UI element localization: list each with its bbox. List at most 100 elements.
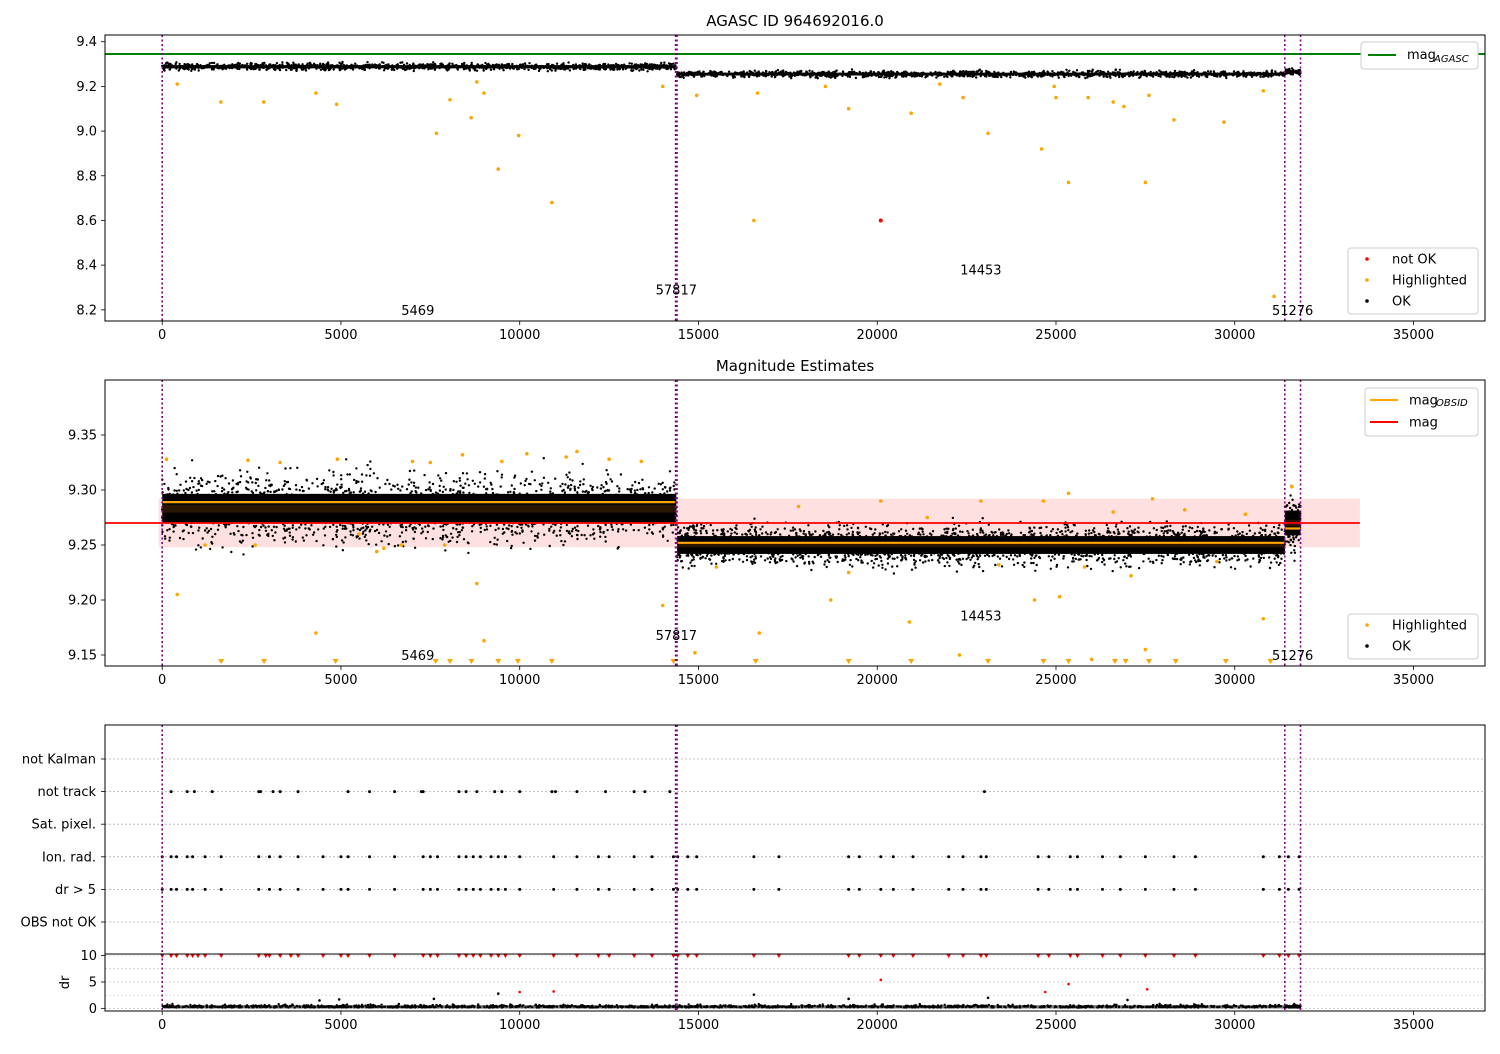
ok-point <box>565 518 567 520</box>
ok-point <box>531 66 533 68</box>
ok-point <box>419 65 421 67</box>
y-tick-label: 8.6 <box>76 214 97 229</box>
ok-point <box>373 513 375 515</box>
ok-point <box>224 477 226 479</box>
ok-point <box>432 483 434 485</box>
ok-point <box>633 516 635 518</box>
ok-point <box>1219 558 1221 560</box>
ok-point <box>493 543 495 545</box>
ok-point <box>878 72 880 74</box>
ok-point <box>513 66 515 68</box>
ok-point <box>834 75 836 77</box>
ok-point <box>505 515 507 517</box>
ok-point <box>323 69 325 71</box>
ok-point <box>1201 74 1203 76</box>
ok-point <box>492 516 494 518</box>
ok-point <box>479 481 481 483</box>
ok-point <box>170 513 172 515</box>
ok-point <box>295 496 297 498</box>
ok-point <box>608 496 610 498</box>
ok-point <box>1279 73 1281 75</box>
ok-point <box>570 484 572 486</box>
ok-point <box>414 547 416 549</box>
ok-point <box>439 477 441 479</box>
ok-point <box>171 516 173 518</box>
ok-point <box>195 548 197 550</box>
ok-point <box>455 495 457 497</box>
ok-point <box>360 487 362 489</box>
ok-point <box>260 526 262 528</box>
ok-point <box>332 538 334 540</box>
ok-point <box>591 488 593 490</box>
ok-point <box>280 519 282 521</box>
ok-point <box>384 516 386 518</box>
ok-point <box>636 65 638 67</box>
ok-point <box>296 68 298 70</box>
ok-point <box>639 63 641 65</box>
legend-marker <box>1365 299 1369 303</box>
ok-point <box>376 495 378 497</box>
ok-point <box>330 488 332 490</box>
ok-point <box>1189 72 1191 74</box>
ok-point <box>547 513 549 515</box>
ok-point <box>712 74 714 76</box>
ok-point <box>257 485 259 487</box>
ok-point <box>391 518 393 520</box>
ok-point <box>324 534 326 536</box>
ok-point <box>485 66 487 68</box>
ok-point <box>564 540 566 542</box>
ok-point <box>1271 69 1273 71</box>
ok-point <box>189 487 191 489</box>
ok-point <box>565 513 567 515</box>
ok-point <box>559 534 561 536</box>
ok-point <box>832 71 834 73</box>
ok-point <box>749 70 751 72</box>
ok-point <box>380 540 382 542</box>
ok-point <box>582 62 584 64</box>
ok-point <box>360 516 362 518</box>
ok-point <box>458 534 460 536</box>
ok-point <box>434 67 436 69</box>
ok-point <box>323 479 325 481</box>
highlighted-point <box>1111 100 1115 104</box>
ok-point <box>535 490 537 492</box>
ok-point <box>204 65 206 67</box>
ok-point <box>543 457 545 459</box>
highlighted-point <box>517 134 521 138</box>
ok-point <box>509 491 511 493</box>
ok-point <box>273 515 275 517</box>
ok-point <box>316 66 318 68</box>
ok-point <box>1058 77 1060 79</box>
ok-point <box>973 71 975 73</box>
ok-point <box>581 65 583 67</box>
ok-point <box>1236 75 1238 77</box>
ok-point <box>203 496 205 498</box>
ok-point <box>685 74 687 76</box>
ok-point <box>441 515 443 517</box>
ok-point <box>581 534 583 536</box>
ok-point <box>412 537 414 539</box>
ok-point <box>670 67 672 69</box>
ok-point <box>365 539 367 541</box>
ok-point <box>1161 530 1163 532</box>
ok-point <box>407 519 409 521</box>
ok-point <box>353 491 355 493</box>
ok-point <box>801 73 803 75</box>
ok-point <box>535 66 537 68</box>
ok-point <box>646 532 648 534</box>
ok-point <box>432 538 434 540</box>
ok-point <box>1033 71 1035 73</box>
ok-point <box>464 495 466 497</box>
ok-point <box>1222 70 1224 72</box>
ok-point <box>571 479 573 481</box>
ok-point <box>662 495 664 497</box>
ok-point <box>333 490 335 492</box>
ok-point <box>383 534 385 536</box>
ok-point <box>204 529 206 531</box>
ok-point <box>663 64 665 66</box>
ok-point <box>1113 74 1115 76</box>
ok-point <box>245 487 247 489</box>
ok-point <box>514 531 516 533</box>
ok-point <box>628 498 630 500</box>
ok-point <box>192 532 194 534</box>
